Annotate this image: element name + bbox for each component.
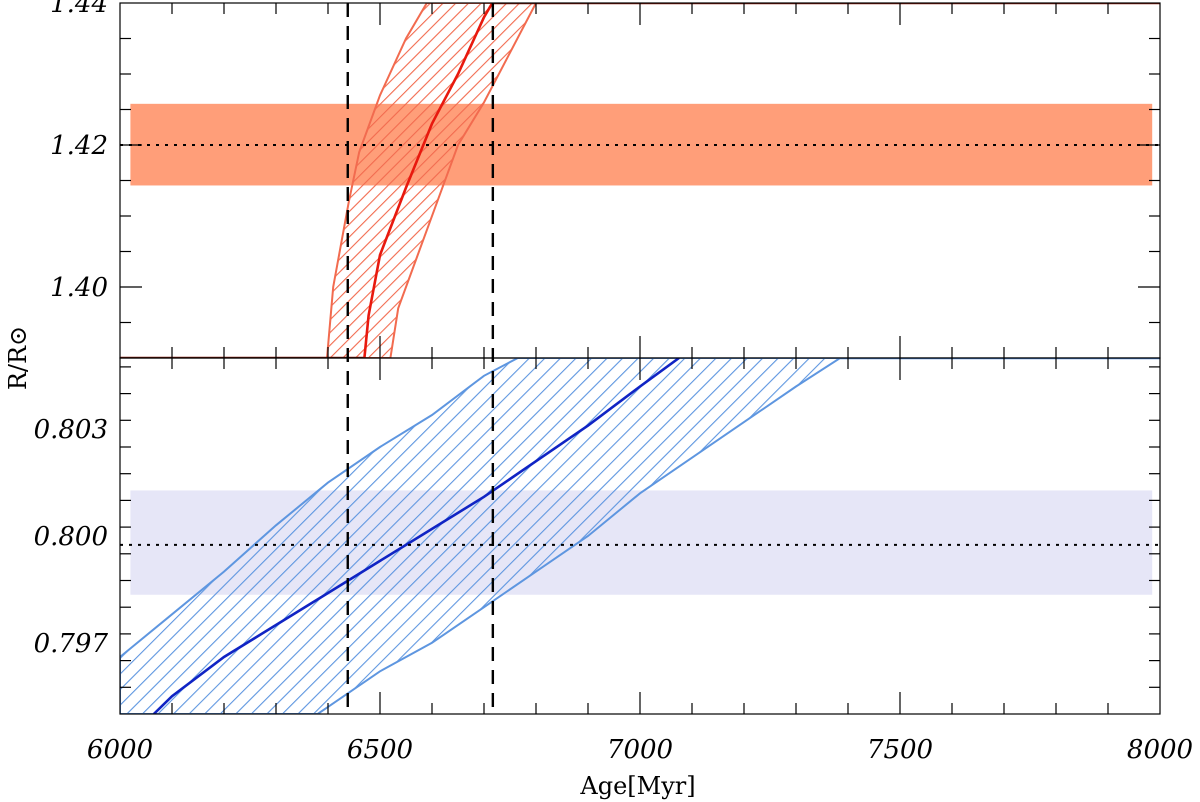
x-axis-title: Age[Myr] — [579, 772, 695, 800]
y-axis-title: R/R⊙ — [4, 326, 32, 390]
bottom-ytick-label: 0.797 — [34, 629, 109, 659]
top-uncertainty-outline — [325, 3, 538, 358]
bottom-panel: 0.797 0.800 0.803 6000 6500 7000 7500 8000 — [34, 357, 1193, 765]
top-panel: 1.40 1.42 1.44 — [50, 0, 1161, 359]
xtick-label: 8000 — [1127, 735, 1193, 765]
bottom-uncertainty-outline — [120, 358, 843, 714]
xtick-label: 7500 — [867, 735, 933, 765]
age-limit-lines — [346, 3, 495, 714]
xtick-label: 7000 — [607, 735, 673, 765]
xtick-label: 6000 — [87, 735, 153, 765]
bottom-model-track-0 — [152, 358, 680, 714]
top-model-track-0 — [363, 3, 494, 358]
bottom-ytick-label: 0.803 — [34, 415, 108, 445]
top-ytick-label: 1.40 — [50, 273, 108, 303]
top-ytick-label: 1.42 — [50, 131, 108, 161]
top-uncertainty-band — [327, 3, 536, 358]
xtick-label: 6500 — [347, 735, 413, 765]
bottom-ytick-label: 0.800 — [34, 522, 108, 552]
bottom-uncertainty-band — [120, 358, 841, 714]
top-ytick-label: 1.44 — [50, 0, 108, 19]
